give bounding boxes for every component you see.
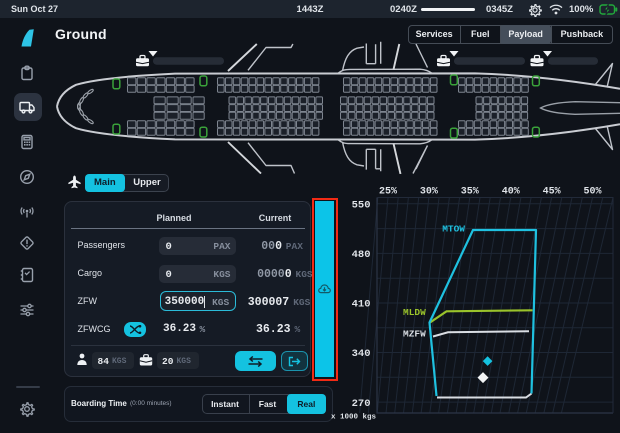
svg-text:x 1000 kgs: x 1000 kgs [331,414,377,422]
svg-text:550: 550 [352,200,371,212]
svg-text:40%: 40% [502,187,520,198]
svg-text:MTOW: MTOW [442,223,465,234]
svg-text:25%: 25% [379,187,397,198]
svg-text:35%: 35% [461,187,479,198]
svg-text:270: 270 [352,398,371,410]
svg-text:45%: 45% [543,187,561,198]
svg-text:30%: 30% [420,187,438,198]
svg-text:340: 340 [352,348,371,360]
svg-text:410: 410 [352,299,371,311]
svg-text:MZFW: MZFW [403,329,426,340]
svg-text:MLDW: MLDW [403,307,426,318]
svg-text:480: 480 [352,249,371,261]
svg-text:50%: 50% [583,187,601,198]
